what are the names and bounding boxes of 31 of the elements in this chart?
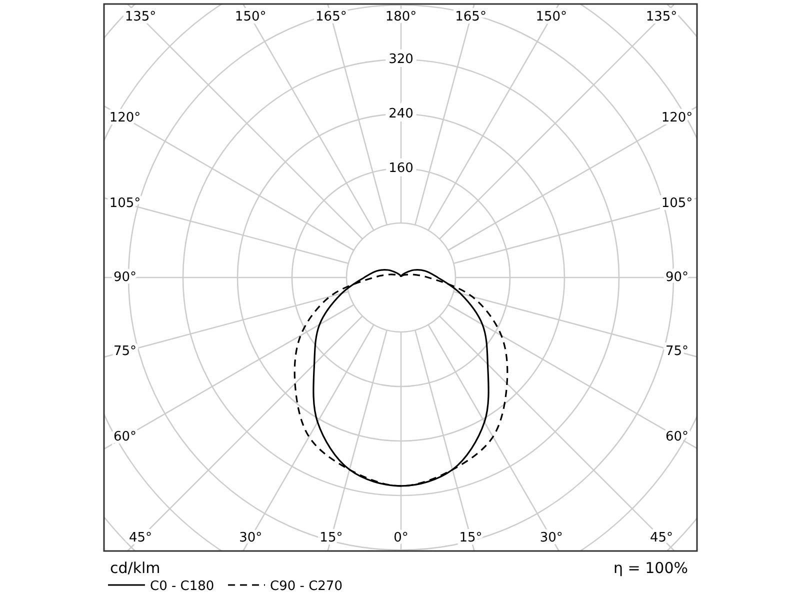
spoke-label: 45°: [650, 530, 674, 546]
spoke-label: 165°: [316, 10, 347, 24]
spoke-label: 120°: [109, 110, 141, 126]
spoke-label: 105°: [109, 196, 141, 212]
legend-label: C0 - C180: [150, 579, 214, 594]
spoke-label: 30°: [540, 530, 563, 546]
spoke-label: 180°: [385, 10, 417, 24]
spoke-label: 105°: [661, 196, 693, 212]
spoke-label: 150°: [536, 10, 568, 24]
text: η = 100%: [614, 559, 688, 577]
spoke-label: 120°: [661, 110, 693, 126]
y-tick-label: 240: [388, 106, 414, 122]
spoke-label: 165°: [455, 10, 486, 24]
spoke-label: 90°: [665, 270, 689, 285]
spoke-label: 15°: [459, 530, 482, 546]
spoke-label: 60°: [665, 429, 689, 444]
spoke-label: 30°: [239, 530, 262, 546]
y-tick-label: 320: [388, 52, 414, 67]
legend-label: C90 - C270: [270, 579, 342, 594]
y-tick-label: 160: [388, 161, 414, 176]
text: cd/klm: [110, 559, 160, 577]
spoke-label: 75°: [113, 344, 137, 359]
spoke-label: 15°: [320, 530, 343, 546]
spoke-label: 0°: [394, 530, 408, 546]
spoke-label: 135°: [646, 10, 678, 24]
spoke-label: 60°: [113, 429, 137, 444]
spoke-label: 150°: [234, 10, 266, 24]
spoke-label: 45°: [128, 530, 152, 546]
spoke-label: 75°: [665, 344, 689, 359]
spoke-label: 90°: [113, 270, 137, 285]
spoke-label: 135°: [124, 10, 156, 24]
